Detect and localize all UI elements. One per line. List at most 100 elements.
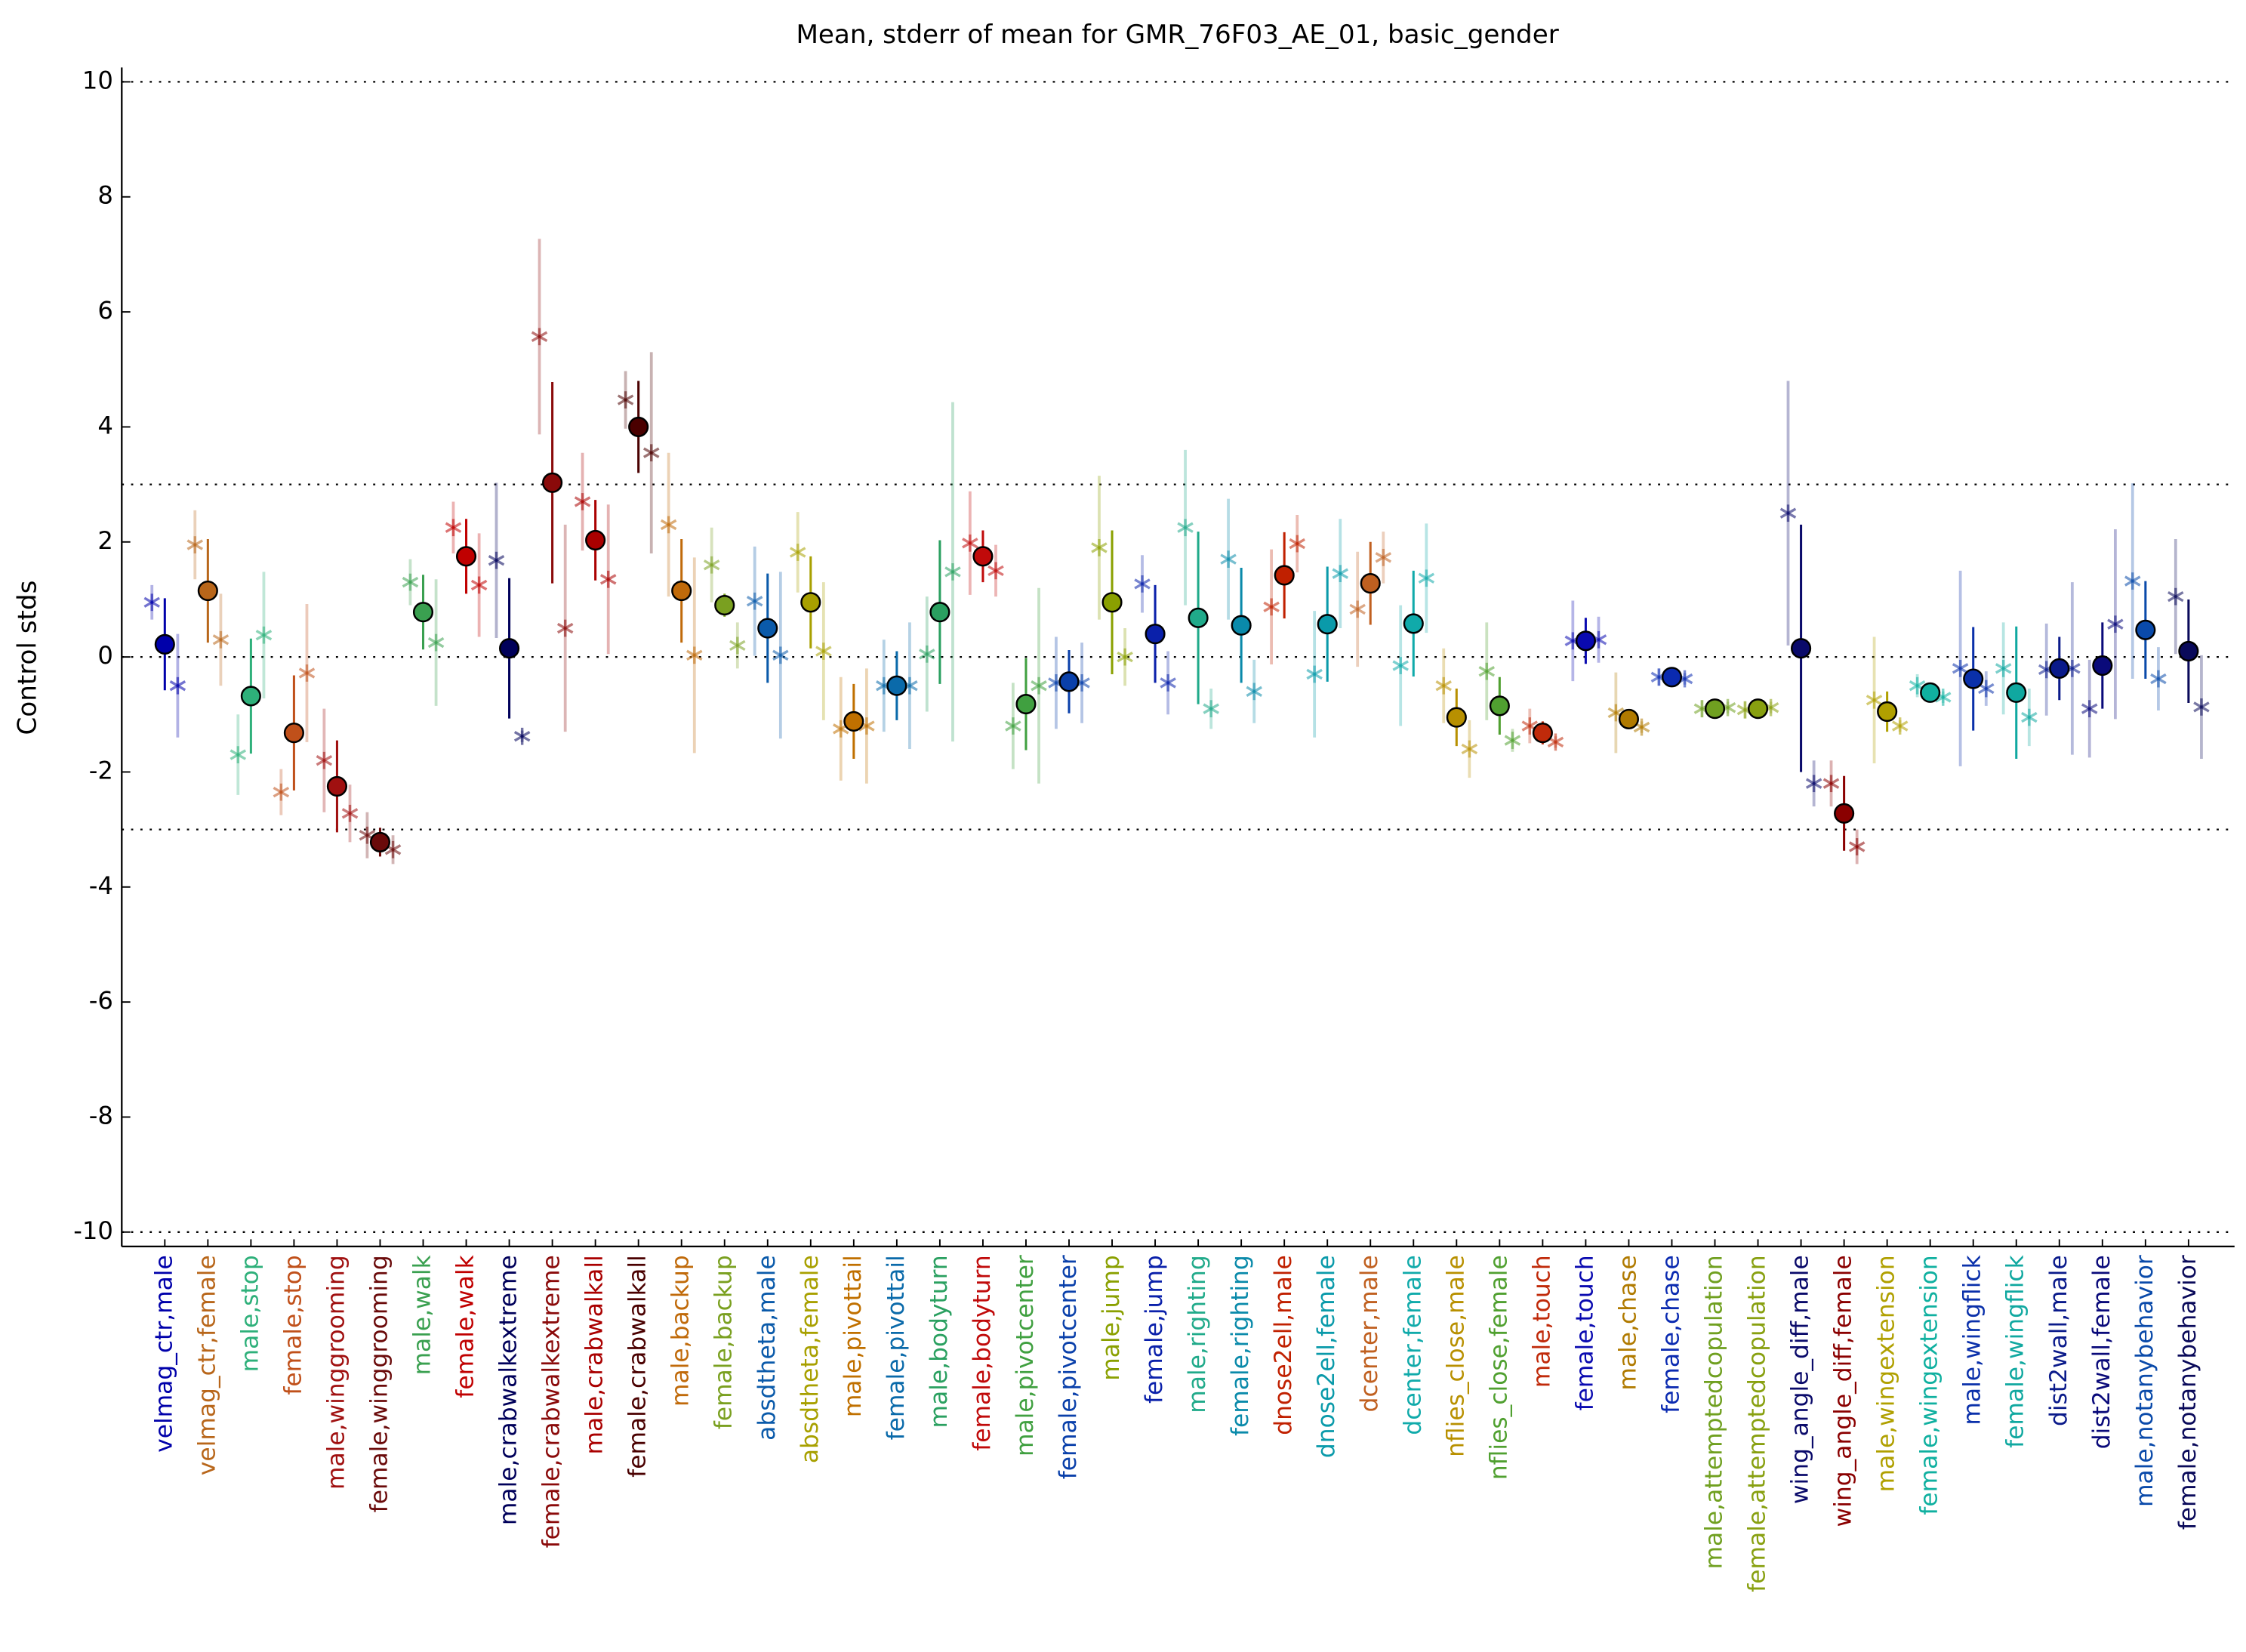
y-axis-label: Control stds [12,581,42,735]
mean-marker [326,775,348,797]
mean-marker [1877,701,1898,723]
mean-marker [1489,695,1510,717]
mean-marker [240,686,261,707]
mean-marker [455,546,477,567]
y-tick-label: -4 [89,871,113,900]
left-star [919,645,935,663]
x-tick-label: female,notanybehavior [2174,1255,2201,1530]
x-tick-label: male,attemptedcopulation [1701,1255,1728,1569]
left-star [1392,657,1409,674]
x-tick-label: dist2wall,male [2045,1255,2072,1426]
left-star [1091,539,1108,556]
mean-marker [154,633,175,655]
right-star [599,570,617,588]
x-tick-label: male,backup [667,1255,695,1407]
left-star [962,534,978,552]
right-star [1289,535,1306,553]
mean-marker [1274,565,1295,586]
right-star [255,626,273,644]
left-star [445,519,462,537]
left-star [789,544,806,561]
y-tick-label: 10 [82,66,113,94]
right-star [470,576,488,594]
mean-marker [1403,613,1424,634]
right-star [212,630,230,649]
y-tick-label: -6 [89,986,113,1015]
right-star [1203,700,1219,718]
x-tick-label: velmag_ctr,male [150,1255,177,1453]
x-tick-label: male,wingextension [1873,1255,1900,1492]
x-tick-label: nflies_close,female [1485,1255,1512,1480]
mean-marker [2178,640,2199,662]
mean-marker [972,546,994,567]
left-star [1263,598,1280,616]
left-star [1220,550,1237,569]
x-tick-label: female,touch [1571,1255,1598,1410]
mean-marker [197,580,218,602]
mean-marker [1101,592,1123,613]
mean-marker [1532,723,1553,744]
mean-marker [1661,667,1683,688]
right-star [1332,565,1349,583]
mean-marker [2006,682,2027,703]
right-star [2150,670,2167,688]
left-star [1306,665,1323,683]
mean-marker [929,602,950,623]
mean-marker [1920,682,1941,703]
x-tick-label: female,pivottail [883,1255,910,1440]
left-star [488,551,505,569]
left-star [316,751,333,769]
right-star [1504,732,1521,749]
left-star [703,556,720,574]
right-star [772,646,789,664]
right-star [427,633,445,652]
mean-marker [1834,803,1855,824]
y-tick-label: -8 [89,1101,113,1130]
x-tick-label: female,winggrooming [365,1255,393,1512]
right-star [1246,683,1262,701]
x-tick-label: male,pivottail [840,1255,867,1417]
x-tick-label: male,pivotcenter [1012,1255,1039,1456]
left-star [2081,700,2098,718]
x-tick-label: female,wingflick [2002,1254,2029,1447]
x-tick-label: absdtheta,male [753,1255,781,1441]
mean-marker [757,618,778,639]
x-tick-label: female,bodyturn [969,1255,996,1451]
x-tick-label: male,winggrooming [322,1255,350,1490]
x-tick-label: male,crabwalkall [581,1255,608,1454]
right-star [2193,698,2210,716]
mean-marker [843,710,864,732]
mean-marker [2092,655,2113,677]
right-star [1375,548,1392,566]
left-star [1177,519,1194,537]
left-star [1995,659,2012,677]
right-star [944,562,961,581]
left-star [1822,775,1840,793]
left-star [1866,691,1883,709]
mean-marker [542,472,563,493]
x-tick-label: female,righting [1227,1255,1254,1436]
left-star [1478,662,1496,680]
x-tick-label: female,attemptedcopulation [1744,1255,1771,1592]
y-tick-label: -10 [73,1216,113,1245]
mean-marker [499,638,520,659]
right-star [1117,648,1133,666]
mean-marker [2135,619,2156,640]
right-star [1805,775,1822,793]
x-tick-label: absdtheta,female [796,1255,824,1463]
right-star [642,444,660,462]
mean-marker [283,723,304,744]
mean-marker [671,580,692,602]
mean-marker [1058,671,1080,692]
x-tick-label: male,righting [1184,1255,1211,1413]
left-star [402,573,419,591]
x-tick-label: velmag_ctr,female [193,1255,220,1475]
mean-marker [886,675,907,696]
right-star [815,643,832,660]
y-tick-label: -2 [89,756,113,784]
left-star [617,391,634,409]
left-star [2124,572,2141,590]
mean-marker [1015,694,1037,715]
mean-marker [412,602,434,623]
